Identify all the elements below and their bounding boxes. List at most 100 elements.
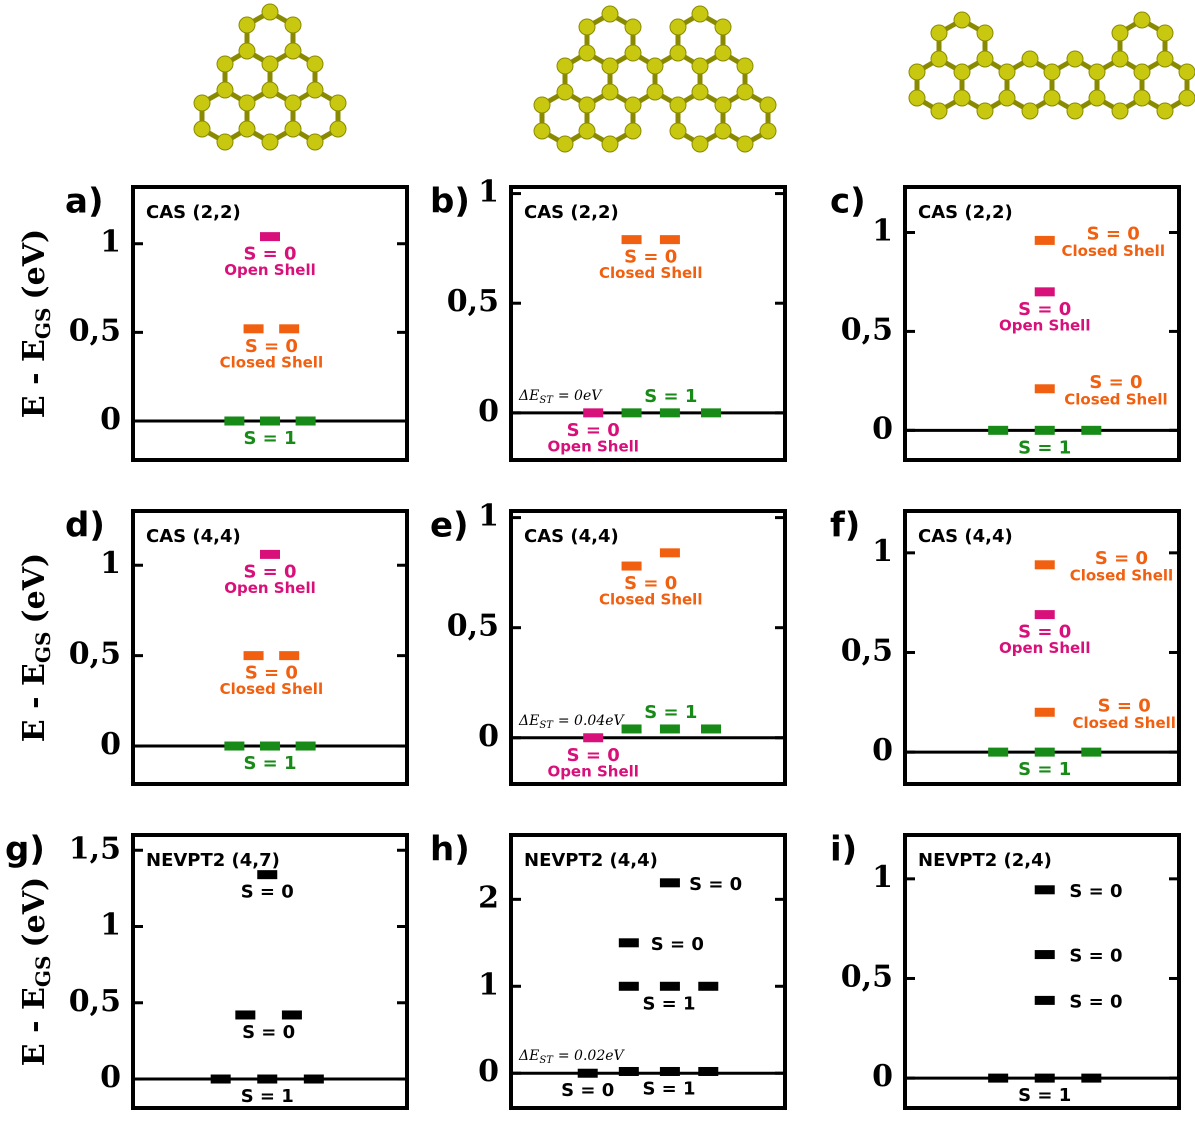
atom [1156, 102, 1174, 120]
state-detail: Closed Shell [1070, 566, 1173, 584]
state-label: S = 0 [243, 244, 296, 265]
y-label-sub: GS [31, 632, 55, 664]
state-detail: Closed Shell [1064, 390, 1167, 408]
y-tick-label: 1 [872, 860, 893, 895]
state-label: S = 1 [1018, 759, 1071, 780]
y-label-main: E - E [17, 663, 52, 742]
y-tick-label: 1 [872, 214, 893, 249]
y-tick-label: 0 [478, 1054, 499, 1089]
panel: g) NEVPT2 (4,7) 0 0,5 1 1,5 E - EGS (eV) S = 1 S … [5, 830, 409, 1110]
energy-level [1034, 425, 1055, 435]
energy-level [988, 425, 1009, 435]
plot-frame [903, 833, 1181, 1110]
y-label-unit: (eV) [17, 877, 52, 948]
panel-title: CAS (2,2) [918, 202, 1013, 223]
state-detail: Open Shell [547, 762, 639, 780]
atom [1133, 89, 1151, 107]
atom [691, 83, 709, 101]
state-label: S = 0 [245, 663, 298, 684]
atom [976, 24, 994, 42]
atom [759, 96, 777, 114]
y-tick-label: 2 [478, 880, 499, 915]
y-tick-label: 0 [872, 411, 893, 446]
atom [691, 135, 709, 153]
panel-label: f) [830, 506, 860, 546]
panel: h) NEVPT2 (4,4) 0 1 2 ΔEST = 0.02eV S = 0 S = 1 S… [430, 830, 787, 1110]
energy-level [243, 651, 264, 661]
y-axis-label: E - EGS (eV) [17, 229, 55, 418]
state-detail: Open Shell [224, 261, 316, 279]
atom [556, 57, 574, 75]
atom [1111, 102, 1129, 120]
state-label: S = 0 [1098, 695, 1151, 716]
state-detail: Open Shell [224, 579, 316, 597]
atom [238, 42, 256, 60]
panel-label: a) [65, 182, 103, 222]
state-label: S = 1 [642, 1078, 695, 1099]
energy-level [659, 235, 680, 245]
atom [261, 81, 279, 99]
energy-level [1034, 610, 1055, 620]
atom [533, 96, 551, 114]
y-label-sub: GS [31, 956, 55, 988]
energy-level [659, 981, 680, 991]
energy-level [659, 878, 680, 888]
energy-level [583, 733, 604, 743]
atom [953, 63, 971, 81]
atom [1088, 63, 1106, 81]
state-label: S = 0 [561, 1080, 614, 1101]
atom [1043, 89, 1061, 107]
y-tick-label: 0 [100, 1060, 121, 1095]
energy-level [295, 416, 316, 426]
atom [736, 135, 754, 153]
atom [601, 135, 619, 153]
atom [216, 81, 234, 99]
atom [1021, 50, 1039, 68]
state-label: S = 0 [624, 573, 677, 594]
atom [578, 44, 596, 62]
y-tick-label: 0,5 [447, 284, 499, 319]
energy-level [1081, 747, 1102, 757]
plot-frame [131, 509, 409, 786]
atom [1178, 89, 1195, 107]
energy-level [260, 549, 280, 559]
note-rest: = 0eV [558, 388, 603, 404]
atom [329, 120, 347, 138]
state-detail: Closed Shell [1072, 714, 1175, 732]
energy-level [659, 1066, 680, 1076]
y-tick-label: 1 [872, 534, 893, 569]
y-label-main: E - E [17, 987, 52, 1066]
energy-level [260, 232, 280, 242]
energy-level [1081, 1073, 1102, 1083]
energy-level [621, 408, 642, 418]
panel-title: CAS (2,2) [524, 202, 619, 223]
y-tick-label: 0,5 [841, 633, 893, 668]
atom [261, 133, 279, 151]
energy-level [1034, 287, 1055, 297]
atom [601, 5, 619, 23]
panel-label: i) [830, 830, 857, 870]
state-label: S = 1 [243, 753, 296, 774]
state-label: S = 0 [1018, 622, 1071, 643]
y-tick-label: 1 [478, 967, 499, 1002]
atom [284, 42, 302, 60]
note-sub: ST [539, 719, 554, 730]
atom [976, 50, 994, 68]
atom [953, 11, 971, 29]
atom [624, 44, 642, 62]
energy-level [698, 981, 719, 991]
state-label: S = 0 [1087, 223, 1140, 244]
y-tick-label: 1,5 [69, 831, 121, 866]
atom [908, 89, 926, 107]
atom [329, 94, 347, 112]
energy-level [243, 324, 264, 334]
y-tick-label: 0,5 [841, 959, 893, 994]
y-tick-label: 0 [478, 394, 499, 429]
energy-level [281, 1010, 302, 1020]
atom [284, 16, 302, 34]
atom [1088, 89, 1106, 107]
energy-level [279, 324, 300, 334]
state-label: S = 1 [241, 1086, 294, 1107]
